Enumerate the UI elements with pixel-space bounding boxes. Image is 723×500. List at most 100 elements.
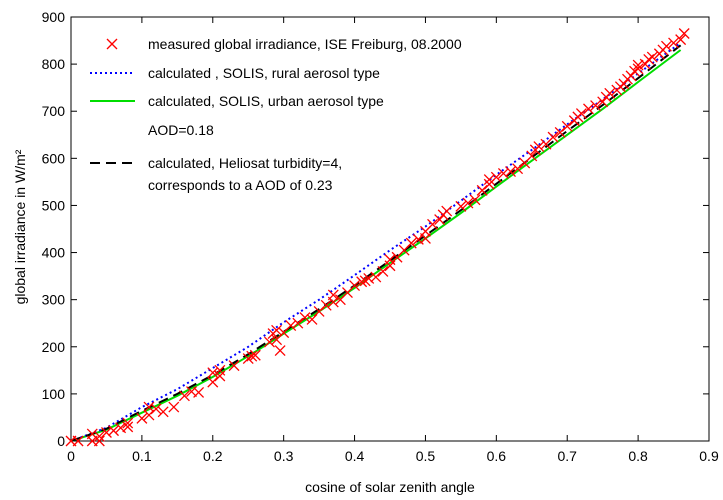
data-point xyxy=(178,390,190,402)
data-point xyxy=(122,421,134,433)
x-tick-label: 0.3 xyxy=(274,448,294,464)
data-point xyxy=(327,289,339,301)
data-point xyxy=(285,320,297,332)
data-point xyxy=(150,403,162,415)
data-point xyxy=(157,406,169,418)
data-point xyxy=(228,360,240,372)
legend-label-urban: calculated, SOLIS, urban aerosol type xyxy=(148,93,384,109)
data-point xyxy=(490,171,502,183)
data-point xyxy=(72,435,84,447)
data-point xyxy=(678,28,690,39)
data-point xyxy=(618,78,630,90)
legend-sample-measured xyxy=(106,38,118,50)
data-point xyxy=(469,194,481,206)
data-point xyxy=(629,65,641,77)
data-point xyxy=(306,313,318,325)
x-tick-label: 0.1 xyxy=(132,448,152,464)
data-point xyxy=(441,205,453,217)
y-tick-label: 200 xyxy=(42,339,66,355)
data-point xyxy=(356,276,368,288)
y-tick-label: 100 xyxy=(42,386,66,402)
y-tick-label: 700 xyxy=(42,103,66,119)
data-point xyxy=(193,387,205,398)
data-point xyxy=(643,53,655,65)
data-point xyxy=(554,126,566,138)
data-point xyxy=(675,34,687,46)
data-point xyxy=(561,120,573,132)
data-point xyxy=(143,409,155,421)
x-axis-label: cosine of solar zenith angle xyxy=(305,479,475,495)
data-point xyxy=(583,103,594,115)
data-point xyxy=(455,200,467,212)
data-point xyxy=(349,280,361,291)
series-line-3 xyxy=(70,44,682,442)
x-tick-label: 0.9 xyxy=(699,448,719,464)
x-tick-label: 0.4 xyxy=(345,448,365,464)
legend-label-rural: calculated , SOLIS, rural aerosol type xyxy=(148,65,380,81)
x-tick-label: 0.6 xyxy=(487,448,507,464)
data-point xyxy=(249,349,261,361)
data-point xyxy=(320,299,332,311)
data-point xyxy=(377,265,389,277)
y-tick-label: 300 xyxy=(42,292,66,308)
x-tick-label: 0.5 xyxy=(416,448,436,464)
plot-border xyxy=(70,16,710,442)
data-point xyxy=(100,427,112,438)
plot-frame xyxy=(70,16,710,442)
data-point xyxy=(168,401,180,413)
data-point xyxy=(108,425,119,437)
data-point xyxy=(497,167,509,179)
data-point xyxy=(274,345,286,357)
data-point xyxy=(476,184,488,196)
y-tick-labels: 0 100 200 300 400 500 600 700 800 900 xyxy=(42,9,66,449)
data-point xyxy=(93,435,105,447)
data-point xyxy=(214,364,226,376)
data-point xyxy=(526,150,538,162)
data-point xyxy=(299,312,311,324)
data-point xyxy=(207,376,219,388)
data-point xyxy=(370,271,382,283)
x-tick-labels: 0 0.1 0.2 0.3 0.4 0.5 0.6 0.7 0.8 0.9 xyxy=(67,448,719,464)
x-tick-label: 0.2 xyxy=(203,448,223,464)
data-point xyxy=(313,305,325,317)
data-point xyxy=(427,218,438,230)
legend-label-heliosat: calculated, Heliosat turbidity=4, xyxy=(148,155,342,171)
x-tick-label: 0.7 xyxy=(557,448,577,464)
data-point xyxy=(246,350,258,362)
legend: measured global irradiance, ISE Freiburg… xyxy=(90,36,462,193)
axis-ticks xyxy=(70,16,710,442)
data-point xyxy=(122,417,134,429)
data-point xyxy=(533,141,545,153)
data-point xyxy=(136,412,148,424)
data-point xyxy=(483,174,495,185)
y-tick-label: 800 xyxy=(42,56,66,72)
legend-label-measured: measured global irradiance, ISE Freiburg… xyxy=(148,36,462,52)
x-tick-label: 0 xyxy=(67,448,75,464)
y-axis-label: global irradiance in W/m² xyxy=(12,149,28,304)
data-point xyxy=(264,336,275,348)
data-point xyxy=(405,237,417,249)
measured-markers xyxy=(65,28,690,447)
data-point xyxy=(547,131,559,143)
x-tick-label: 0.8 xyxy=(628,448,648,464)
y-tick-label: 500 xyxy=(42,197,66,213)
data-point xyxy=(363,273,375,284)
legend-label-heliosat-line2: corresponds to a AOD of 0.23 xyxy=(148,177,333,193)
data-point xyxy=(292,317,304,329)
data-point xyxy=(93,430,105,442)
data-point xyxy=(668,37,680,49)
data-point xyxy=(590,100,602,112)
data-point xyxy=(214,370,226,382)
data-point xyxy=(505,166,516,177)
series-line-1 xyxy=(70,42,682,442)
data-point xyxy=(661,40,672,52)
annotation-aod: AOD=0.18 xyxy=(148,122,214,138)
data-point xyxy=(512,163,524,175)
data-point xyxy=(632,63,644,75)
data-point xyxy=(207,367,219,379)
data-point xyxy=(384,254,396,266)
data-point xyxy=(462,197,474,209)
data-point xyxy=(271,324,283,336)
y-tick-label: 600 xyxy=(42,150,66,166)
